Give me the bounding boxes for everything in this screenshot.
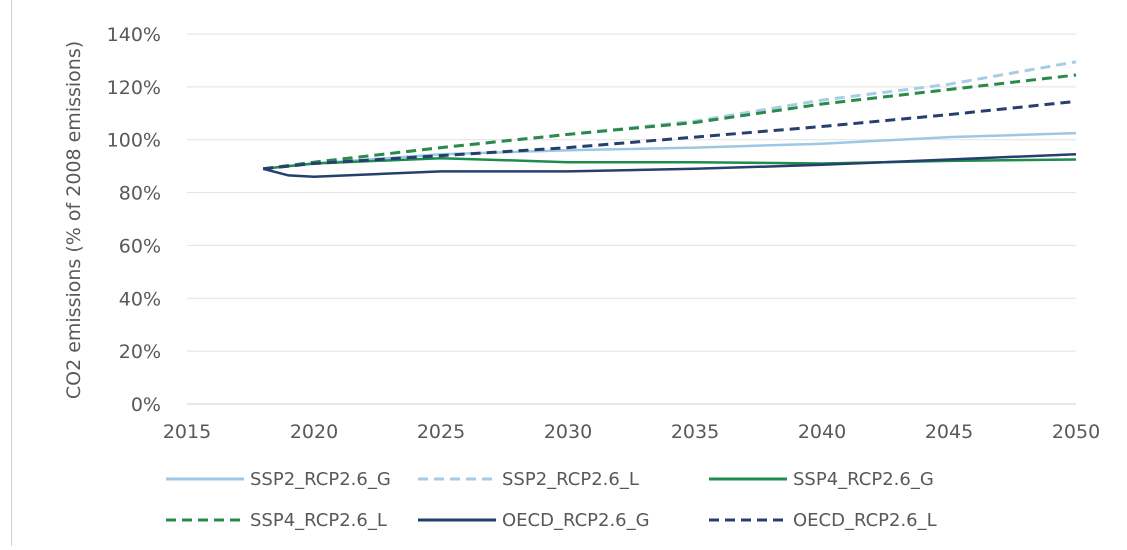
y-tick-label: 60% — [119, 235, 161, 257]
series-lines — [262, 60, 1077, 178]
legend-label: SSP4_RCP2.6_L — [250, 510, 387, 531]
series-line-oecd-rcp2-6-l — [263, 99, 1077, 171]
x-tick-label: 2035 — [671, 421, 719, 443]
y-tick-label: 20% — [119, 341, 161, 363]
x-tick-label: 2030 — [544, 421, 592, 443]
y-tick-label: 0% — [131, 394, 161, 416]
x-tick-label: 2045 — [925, 421, 973, 443]
legend-label: OECD_RCP2.6_L — [793, 510, 937, 531]
legend-label: SSP4_RCP2.6_G — [793, 469, 934, 490]
legend-label: SSP2_RCP2.6_L — [502, 469, 639, 490]
page-left-border — [11, 0, 12, 546]
y-tick-label: 100% — [107, 130, 161, 152]
x-tick-label: 2020 — [290, 421, 338, 443]
x-tick-label: 2050 — [1052, 421, 1100, 443]
x-tick-label: 2025 — [417, 421, 465, 443]
gridlines — [187, 33, 1076, 405]
y-tick-label: 140% — [107, 24, 161, 46]
axes: 0% 20% 40% 60% 80% 100% 120% 140% 2015 2020 2025 20… — [107, 24, 1101, 443]
x-tick-label: 2015 — [163, 421, 211, 443]
y-axis-label: CO2 emissions (% of 2008 emissions) — [63, 41, 85, 399]
legend-label: SSP2_RCP2.6_G — [250, 469, 391, 490]
y-tick-label: 40% — [119, 288, 161, 310]
y-tick-label: 120% — [107, 77, 161, 99]
legend-label: OECD_RCP2.6_G — [502, 510, 650, 531]
series-line-ssp4-rcp2-6-l — [263, 73, 1077, 171]
y-tick-label: 80% — [119, 183, 161, 205]
series-line-oecd-rcp2-6-g — [262, 152, 1077, 178]
x-tick-label: 2040 — [798, 421, 846, 443]
legend: SSP2_RCP2.6_G SSP2_RCP2.6_L SSP4_RCP2.6_G S… — [166, 469, 937, 531]
